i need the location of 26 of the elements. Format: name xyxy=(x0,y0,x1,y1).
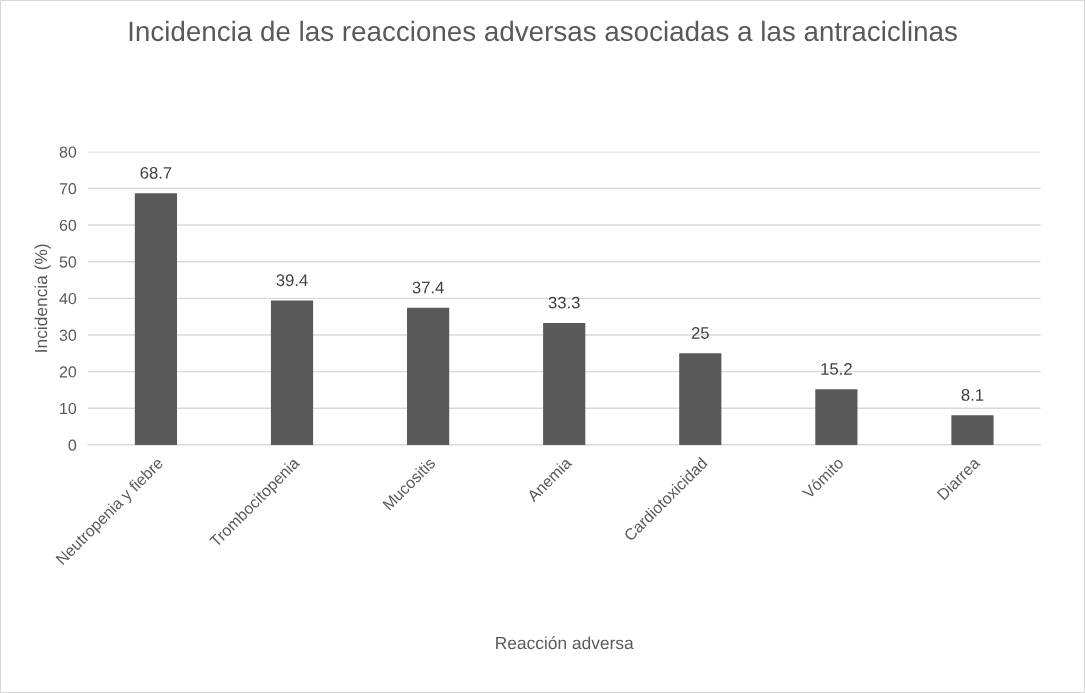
chart-title: Incidencia de las reacciones adversas asociadas a las antraciclinas xyxy=(129,20,957,42)
data-label: 37.4 xyxy=(412,281,444,294)
bar xyxy=(543,322,586,445)
bar xyxy=(134,193,178,445)
y-tick-label: 20 xyxy=(59,366,77,378)
bar xyxy=(951,415,994,445)
data-label: 68.7 xyxy=(140,166,172,179)
y-tick-label: 70 xyxy=(59,183,77,195)
bar xyxy=(270,300,314,445)
data-label: 25 xyxy=(691,327,709,339)
y-tick-label: 40 xyxy=(59,292,77,305)
data-label: 15.2 xyxy=(821,363,852,375)
y-tick-label: 80 xyxy=(59,146,77,158)
y-axis-title: Incidencia (%) xyxy=(34,244,51,352)
data-label: 33.3 xyxy=(548,296,580,309)
y-tick-label: 30 xyxy=(59,329,77,341)
bar xyxy=(679,353,722,445)
y-tick-label: 10 xyxy=(60,402,77,415)
data-label: 39.4 xyxy=(276,274,308,287)
x-axis-title: Reacción adversa xyxy=(496,636,634,650)
bar xyxy=(407,307,450,445)
y-tick-label: 60 xyxy=(59,219,77,231)
data-label: 8.1 xyxy=(961,389,984,401)
y-tick-label: 50 xyxy=(59,256,77,268)
y-tick-label: 0 xyxy=(68,439,77,451)
bar xyxy=(815,389,858,445)
